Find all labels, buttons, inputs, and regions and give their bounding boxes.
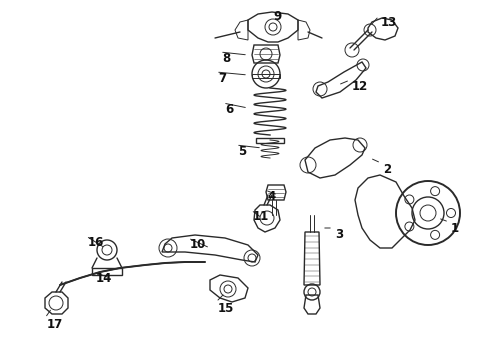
- Text: 16: 16: [88, 236, 104, 249]
- Text: 5: 5: [238, 145, 246, 158]
- Text: 13: 13: [381, 16, 397, 29]
- Text: 2: 2: [383, 163, 391, 176]
- Text: 10: 10: [190, 238, 206, 251]
- Text: 17: 17: [47, 318, 63, 331]
- Text: 9: 9: [273, 10, 281, 23]
- Text: 1: 1: [451, 222, 459, 235]
- Text: 8: 8: [222, 52, 230, 65]
- Text: 11: 11: [253, 210, 269, 223]
- Text: 6: 6: [225, 103, 233, 116]
- Text: 7: 7: [218, 72, 226, 85]
- Text: 3: 3: [335, 228, 343, 241]
- Text: 12: 12: [352, 80, 368, 93]
- Text: 4: 4: [267, 190, 275, 203]
- Text: 14: 14: [96, 272, 112, 285]
- Text: 15: 15: [218, 302, 234, 315]
